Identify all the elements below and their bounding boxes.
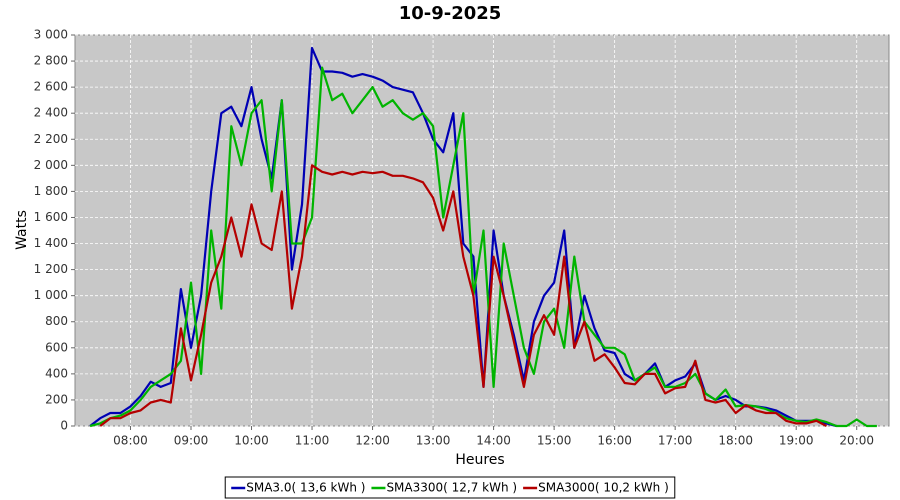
legend-box: [224, 476, 676, 499]
x-tick-label: 20:00: [839, 434, 874, 448]
y-tick-label: 2 800: [34, 54, 68, 68]
x-tick-label: 11:00: [295, 434, 330, 448]
legend: SMA3.0( 13,6 kWh ) SMA3300( 12,7 kWh ) SMA…: [224, 476, 676, 499]
y-axis-label: Watts: [14, 210, 30, 250]
legend-label: SMA3000( 10,2 kWh ): [538, 481, 669, 495]
legend-label: SMA3.0( 13,6 kWh ): [246, 481, 365, 495]
y-tick-label: 1 400: [34, 236, 68, 250]
y-tick-label: 200: [45, 392, 68, 406]
y-tick-label: 3 000: [34, 28, 68, 42]
y-tick-label: 2 400: [34, 106, 68, 120]
x-tick-label: 17:00: [658, 434, 693, 448]
y-tick-label: 400: [45, 366, 68, 380]
x-tick-label: 14:00: [476, 434, 511, 448]
series-line: [99, 164, 828, 427]
legend-label: SMA3300( 12,7 kWh ): [386, 481, 517, 495]
x-tick-label: 09:00: [174, 434, 209, 448]
y-tick-label: 2 200: [34, 132, 68, 146]
x-tick-label: 12:00: [355, 434, 390, 448]
x-tick-label: 08:00: [113, 434, 148, 448]
x-tick-label: 15:00: [537, 434, 572, 448]
x-tick-label: 10:00: [234, 434, 269, 448]
chart-title: 10-9-2025: [399, 3, 502, 24]
y-tick-label: 600: [45, 340, 68, 354]
y-tick-label: 1 800: [34, 184, 68, 198]
y-tick-label: 2 600: [34, 80, 68, 94]
y-tick-label: 800: [45, 314, 68, 328]
x-tick-label: 19:00: [779, 434, 814, 448]
y-tick-label: 0: [60, 419, 68, 433]
x-tick-label: 13:00: [416, 434, 451, 448]
y-tick-label: 1 600: [34, 210, 68, 224]
x-tick-label: 18:00: [718, 434, 753, 448]
x-tick-label: 16:00: [597, 434, 632, 448]
x-axis-label: Heures: [455, 452, 504, 468]
y-tick-label: 1 000: [34, 288, 68, 302]
y-tick-label: 2 000: [34, 158, 68, 172]
y-tick-label: 1 200: [34, 262, 68, 276]
